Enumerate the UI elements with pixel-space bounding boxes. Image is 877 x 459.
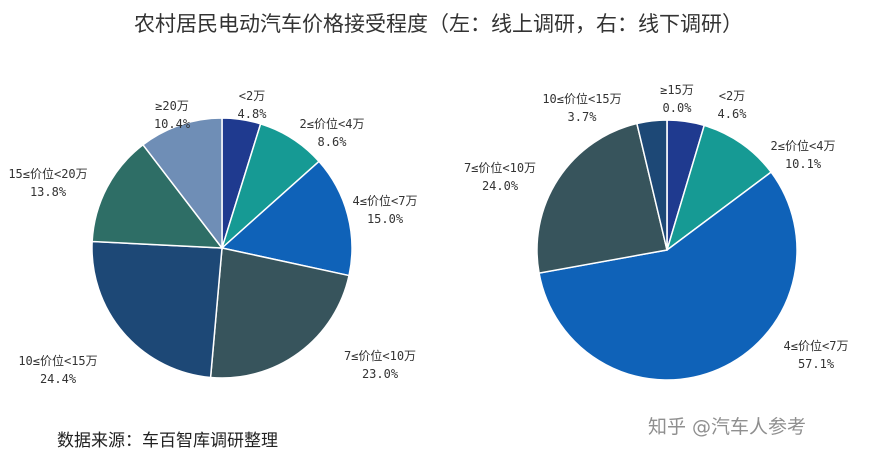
source-note: 数据来源：车百智库调研整理 <box>57 431 278 451</box>
slice-category-label: <2万 <box>719 89 745 103</box>
slice-value-label: 24.4% <box>40 372 77 386</box>
pie-chart-online: <2万 4.8% 2≤价位<4万 8.6% 4≤价位<7万 15.0% 7≤价位<10万 23… <box>8 89 417 386</box>
slice-category-label: ≥20万 <box>155 99 189 113</box>
slice-value-label: 10.4% <box>154 117 191 131</box>
pie-slice <box>538 171 798 381</box>
slice-value-label: 4.6% <box>718 107 748 121</box>
slice-category-label: 10≤价位<15万 <box>18 353 97 368</box>
slice-category-label: 4≤价位<7万 <box>353 193 418 208</box>
pie-slice <box>536 122 668 274</box>
pie-slice <box>209 247 350 379</box>
slice-category-label: ≥15万 <box>660 83 694 97</box>
pie-slice <box>91 143 224 249</box>
slice-value-label: 8.6% <box>318 135 348 149</box>
pie-slice <box>665 124 773 252</box>
slice-category-label: <2万 <box>239 89 265 103</box>
slice-category-label: 4≤价位<7万 <box>784 338 849 353</box>
pie-slice <box>141 117 223 251</box>
slice-category-label: 15≤价位<20万 <box>8 166 87 181</box>
slice-value-label: 23.0% <box>362 367 399 381</box>
slice-value-label: 15.0% <box>367 212 404 226</box>
slice-category-label: 2≤价位<4万 <box>771 138 836 153</box>
slice-value-label: 24.0% <box>482 179 519 193</box>
slice-category-label: 7≤价位<10万 <box>344 348 416 363</box>
pie-chart-offline: <2万 4.6% 2≤价位<4万 10.1% 4≤价位<7万 57.1% 7≤价位<10万 2… <box>464 83 849 381</box>
slice-value-label: 3.7% <box>568 110 598 124</box>
slice-value-label: 10.1% <box>785 157 822 171</box>
watermark: 知乎 @汽车人参考 <box>648 416 807 438</box>
slice-value-label: 57.1% <box>798 357 835 371</box>
slice-category-label: 2≤价位<4万 <box>300 116 365 131</box>
slice-category-label: 10≤价位<15万 <box>542 91 621 106</box>
chart-title: 农村居民电动汽车价格接受程度（左：线上调研，右：线下调研） <box>134 12 743 36</box>
pie-slice <box>91 240 223 379</box>
slice-value-label: 13.8% <box>30 185 67 199</box>
slice-category-label: 7≤价位<10万 <box>464 160 536 175</box>
pie-slice <box>220 160 353 277</box>
slice-value-label: 0.0% <box>663 101 693 115</box>
slice-value-label: 4.8% <box>238 107 268 121</box>
